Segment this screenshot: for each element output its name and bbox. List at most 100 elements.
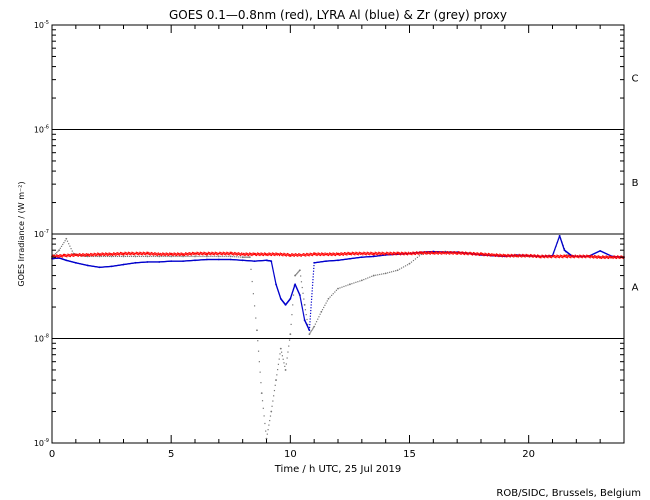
trace-dot (512, 254, 514, 256)
trace-dot (153, 253, 155, 255)
trace-dot (394, 252, 397, 254)
trace-dot (65, 255, 67, 258)
trace-dot (276, 252, 278, 255)
trace-dot (53, 254, 55, 256)
trace-dot (279, 253, 281, 255)
trace-dot (124, 253, 127, 255)
trace-dot (311, 284, 314, 286)
trace-dot (168, 254, 170, 257)
trace-dot (271, 266, 274, 268)
trace-dot (360, 253, 362, 255)
trace-dot (455, 253, 457, 255)
trace-dot (312, 254, 314, 257)
trace-dot (57, 255, 60, 257)
trace-dot (243, 254, 245, 256)
trace-dot (541, 256, 544, 258)
trace-dot (621, 255, 623, 257)
trace-dot (508, 254, 510, 256)
series-layer (51, 234, 625, 440)
trace-dot (196, 251, 198, 253)
trace-dot (514, 255, 516, 257)
series-goes-0-1-0-8nm (51, 251, 625, 260)
trace-dot (278, 254, 281, 257)
trace-dot (446, 251, 448, 253)
trace-dot (238, 256, 240, 258)
trace-dot (584, 255, 586, 257)
trace-dot (247, 254, 249, 256)
trace-dot (521, 256, 523, 258)
trace-dot (366, 251, 368, 253)
trace-dot (526, 254, 528, 256)
trace-dot (245, 256, 247, 258)
trace-dot (553, 250, 555, 253)
trace-dot (357, 252, 359, 254)
trace-dot (60, 256, 63, 258)
trace-dot (166, 252, 168, 255)
trace-dot (381, 252, 383, 255)
trace-dot (478, 254, 481, 257)
trace-dot (331, 253, 334, 255)
trace-dot (292, 289, 294, 291)
trace-dot (463, 253, 465, 255)
trace-dot (324, 304, 326, 306)
trace-dot (276, 287, 278, 289)
trace-dot (170, 252, 172, 255)
trace-dot (371, 252, 373, 254)
trace-dot (229, 258, 231, 261)
trace-dot (114, 253, 117, 255)
trace-dot (591, 256, 593, 258)
trace-dot (144, 252, 146, 254)
trace-dot (149, 252, 151, 254)
trace-dot (214, 255, 216, 258)
trace-dot (376, 253, 378, 255)
trace-dot (594, 254, 596, 257)
trace-dot (386, 251, 388, 253)
trace-dot (178, 254, 180, 256)
trace-dot (271, 253, 273, 255)
trace-dot (271, 405, 273, 407)
trace-dot (536, 255, 538, 257)
trace-dot (312, 327, 314, 329)
trace-dot (305, 314, 307, 316)
trace-dot (173, 252, 175, 254)
y-tick-label: 10-7 (34, 229, 49, 239)
trace-dot (171, 254, 173, 256)
trace-dot (292, 290, 294, 293)
trace-dot (188, 253, 191, 255)
trace-dot (522, 255, 524, 257)
trace-dot (313, 267, 315, 270)
trace-dot (552, 254, 555, 256)
trace-dot (272, 269, 274, 271)
trace-dot (450, 252, 452, 254)
trace-dot (308, 326, 311, 329)
trace-dot (450, 251, 452, 253)
trace-dot (127, 251, 130, 253)
trace-dot (76, 253, 78, 255)
trace-dot (178, 255, 180, 258)
trace-dot (157, 252, 159, 254)
trace-dot (197, 252, 199, 254)
trace-dot (405, 252, 407, 254)
trace-dot (421, 253, 424, 255)
trace-dot (339, 287, 341, 289)
trace-dot (146, 251, 148, 253)
trace-dot (553, 250, 555, 252)
trace-dot (483, 255, 485, 257)
trace-dot (80, 253, 82, 256)
trace-dot (156, 255, 158, 258)
trace-dot (309, 321, 311, 323)
trace-dot (136, 255, 139, 258)
trace-dot (378, 251, 380, 253)
trace-dot (415, 252, 417, 254)
trace-dot (174, 254, 176, 256)
trace-dot (259, 254, 261, 257)
trace-dot (616, 256, 618, 258)
trace-dot (198, 254, 201, 256)
trace-dot (54, 255, 56, 257)
trace-dot (306, 252, 308, 255)
trace-dot (468, 252, 471, 255)
trace-dot (479, 253, 481, 255)
trace-dot (348, 253, 351, 256)
trace-dot (344, 252, 347, 254)
trace-dot (59, 247, 61, 249)
